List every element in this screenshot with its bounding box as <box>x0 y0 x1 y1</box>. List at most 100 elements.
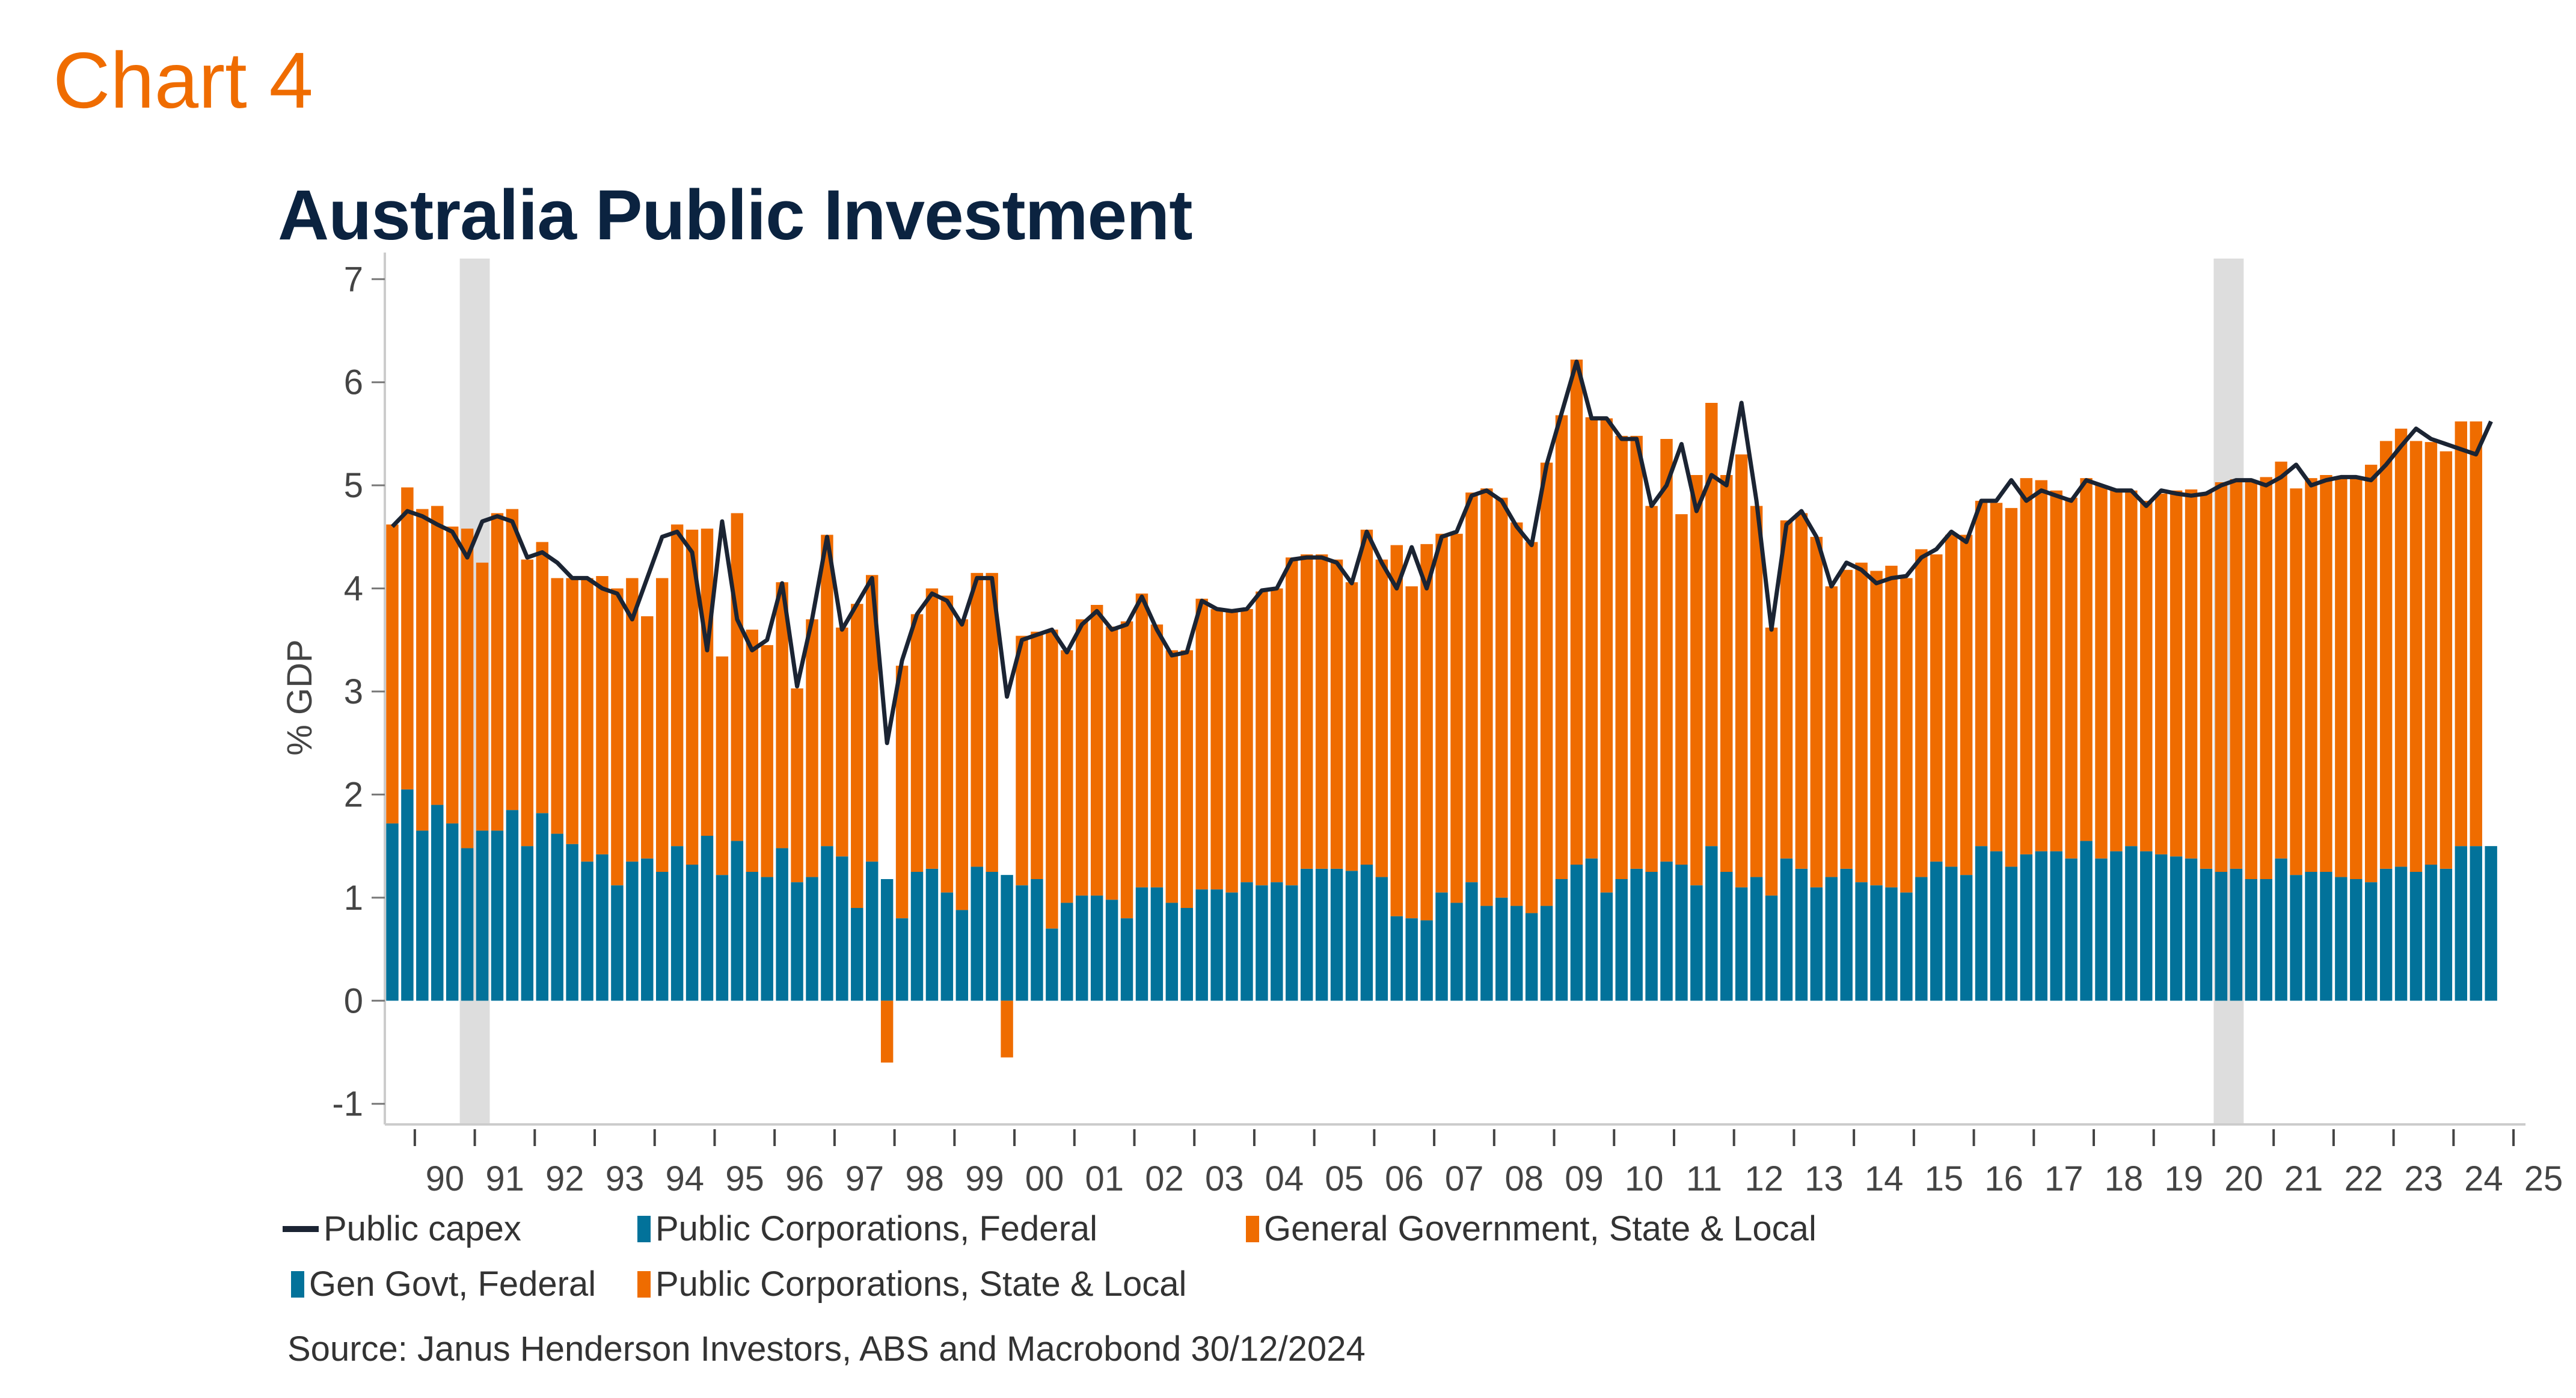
bar-state-local <box>2335 477 2348 877</box>
bar-federal <box>821 846 833 1001</box>
y-tick-label: 6 <box>344 363 363 402</box>
bar-state-local <box>2200 492 2213 869</box>
bar-state-local <box>1090 605 1103 896</box>
bar-state-local <box>716 656 729 875</box>
bar-state-local <box>806 619 818 877</box>
bar-federal <box>2275 858 2287 1001</box>
x-tick-label: 03 <box>1205 1159 1244 1198</box>
bar-federal <box>655 872 669 1001</box>
bar-state-local <box>685 529 699 865</box>
y-tick-label: 4 <box>344 569 363 609</box>
bar-federal <box>2005 866 2018 1001</box>
bar-state-local <box>986 572 998 872</box>
bar-state-local <box>1645 506 1658 872</box>
bar-federal <box>1960 875 1973 1001</box>
bar-federal <box>611 885 624 1001</box>
bar-state-local <box>1420 544 1433 921</box>
bar-federal <box>1286 885 1298 1001</box>
bar-federal <box>401 789 414 1001</box>
bar-federal <box>2245 879 2258 1001</box>
bar-state-local <box>1345 582 1358 871</box>
bar-federal <box>1510 906 1523 1001</box>
bar-federal <box>925 868 939 1001</box>
bar-federal <box>1271 882 1283 1001</box>
bar-federal <box>1600 892 1613 1001</box>
x-tick-label: 00 <box>1025 1159 1064 1198</box>
bar-federal <box>1690 885 1703 1001</box>
capex-line <box>390 359 2493 746</box>
bar-federal <box>836 856 848 1001</box>
bar-federal <box>1195 889 1208 1001</box>
bar-state-local <box>1405 586 1418 919</box>
bar-state-local <box>1930 554 1943 862</box>
bar-federal <box>2424 865 2438 1001</box>
x-tick-label: 92 <box>545 1159 584 1198</box>
bar-state-local <box>596 576 609 854</box>
bar-state-local <box>1061 650 1073 903</box>
bar-federal <box>2335 877 2348 1001</box>
bar-state-local <box>1031 631 1043 879</box>
bar-state-local <box>731 513 744 841</box>
bar-state-local <box>536 542 548 814</box>
bar-state-local <box>776 582 788 848</box>
bar-federal <box>670 846 684 1001</box>
bar-state-local <box>581 578 593 862</box>
bar-federal <box>2350 879 2363 1001</box>
bar-state-local <box>2379 441 2393 869</box>
bar-state-local <box>1975 500 1988 847</box>
x-tick-label: 04 <box>1265 1159 1304 1198</box>
bar-state-local <box>1690 475 1703 886</box>
bar-federal <box>626 861 639 1001</box>
bar-federal <box>1540 906 1553 1001</box>
bar-state-local <box>1585 417 1598 859</box>
bar-federal <box>2154 854 2168 1001</box>
bar-state-local <box>1286 557 1298 886</box>
bars-group <box>386 360 2497 1063</box>
bar-federal <box>1660 861 1673 1001</box>
bar-federal <box>2110 851 2123 1001</box>
bar-federal <box>1315 868 1328 1001</box>
x-tick-label: 91 <box>485 1159 524 1198</box>
bar-state-local <box>2215 482 2228 872</box>
bar-state-local <box>551 578 563 834</box>
bar-federal <box>776 848 788 1001</box>
bar-federal <box>1210 889 1223 1001</box>
bar-federal <box>1450 903 1463 1001</box>
bar-federal <box>521 846 534 1001</box>
bar-federal <box>1001 875 1013 1001</box>
bar-federal <box>431 805 444 1001</box>
x-tick-label: 06 <box>1385 1159 1424 1198</box>
bar-state-local <box>2230 479 2243 869</box>
bar-federal <box>910 872 924 1001</box>
bar-federal <box>1795 868 1808 1001</box>
bar-federal <box>2185 858 2198 1001</box>
bar-federal <box>1120 918 1133 1001</box>
legend-item-general-government-state-local: General Government, State & Local <box>1246 1209 1817 1249</box>
bar-federal <box>1885 887 1898 1001</box>
bar-federal <box>2260 879 2272 1001</box>
bar-federal <box>806 877 818 1001</box>
y-tick-label: 2 <box>344 775 363 814</box>
legend-item-public-corporations-federal: Public Corporations, Federal <box>637 1209 1097 1249</box>
bar-state-local <box>940 595 954 893</box>
bar-state-local <box>2365 464 2378 883</box>
bar-federal <box>685 865 699 1001</box>
bar-state-local <box>1330 559 1343 869</box>
bar-federal <box>416 830 429 1001</box>
bar-federal <box>761 877 773 1001</box>
bar-state-local <box>1915 549 1928 877</box>
x-tick-label: 21 <box>2284 1159 2323 1198</box>
bar-federal <box>2035 851 2047 1001</box>
bar-federal <box>1675 865 1688 1001</box>
bar-federal <box>1840 868 1853 1001</box>
bar-federal <box>791 882 803 1001</box>
bar-federal <box>2440 868 2453 1001</box>
bar-state-local <box>2275 461 2287 859</box>
legend-label: Public Corporations, Federal <box>655 1209 1098 1248</box>
x-tick-label: 98 <box>905 1159 944 1198</box>
x-tick-label: 14 <box>1865 1159 1904 1198</box>
bar-state-local <box>701 529 714 836</box>
bar-federal <box>386 823 399 1001</box>
bar-state-local <box>1150 624 1164 888</box>
bar-state-local <box>1885 565 1898 888</box>
